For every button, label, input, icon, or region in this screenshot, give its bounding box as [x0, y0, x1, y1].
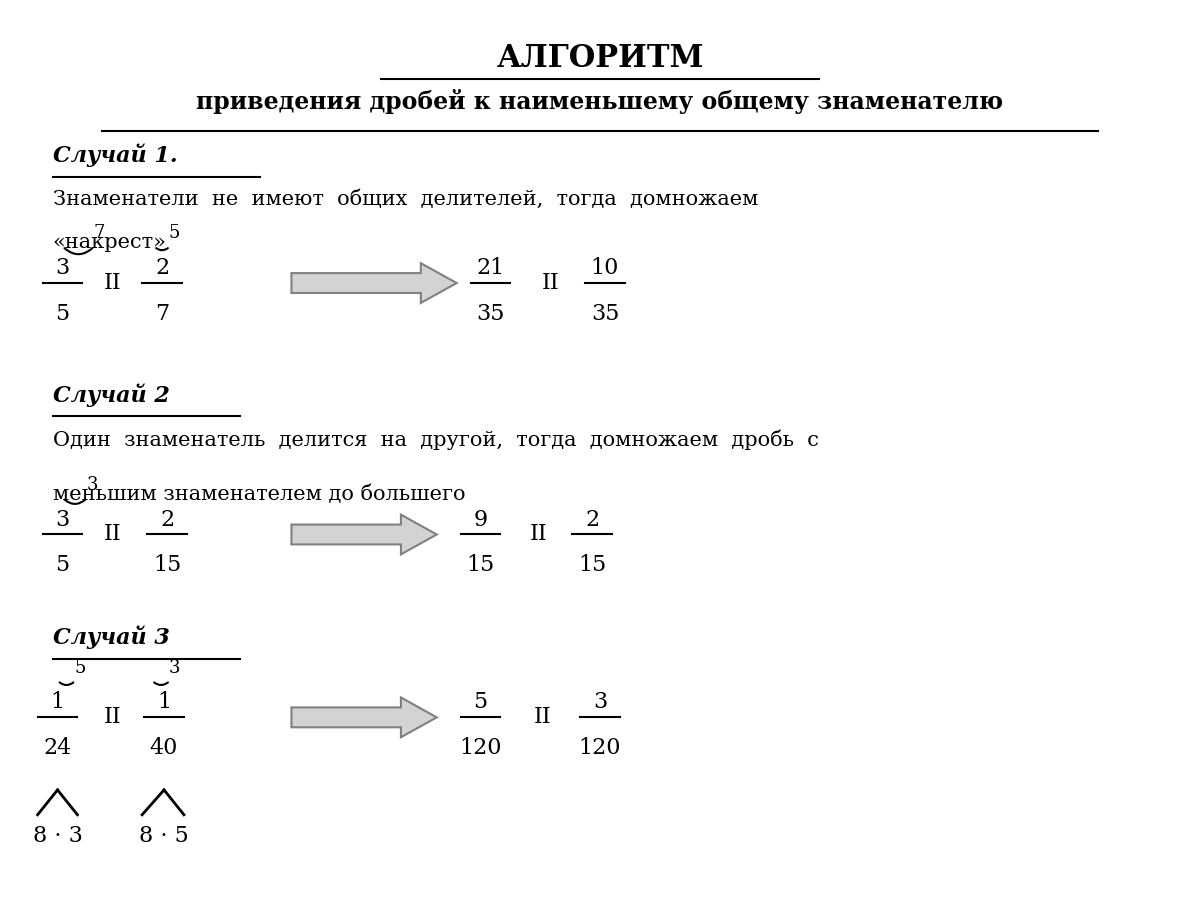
- Text: 3: 3: [55, 257, 70, 279]
- Text: приведения дробей к наименьшему общему знаменателю: приведения дробей к наименьшему общему з…: [197, 90, 1003, 114]
- Text: 3: 3: [55, 509, 70, 530]
- Text: 1: 1: [50, 691, 65, 713]
- Text: АЛГОРИТМ: АЛГОРИТМ: [497, 43, 703, 73]
- Text: 5: 5: [55, 303, 70, 325]
- Text: 2: 2: [160, 509, 174, 530]
- Text: 7: 7: [155, 303, 169, 325]
- Text: меньшим знаменателем до большего: меньшим знаменателем до большего: [53, 485, 466, 504]
- FancyArrow shape: [292, 263, 457, 303]
- Text: 2: 2: [155, 257, 169, 279]
- Text: 9: 9: [474, 509, 487, 530]
- Text: 2: 2: [584, 509, 599, 530]
- Text: 15: 15: [578, 555, 606, 576]
- Text: Случай 2: Случай 2: [53, 384, 169, 407]
- Text: 15: 15: [467, 555, 494, 576]
- Text: 5: 5: [74, 659, 86, 677]
- Text: II: II: [103, 523, 121, 546]
- Text: 3: 3: [168, 659, 180, 677]
- Text: II: II: [103, 272, 121, 294]
- Text: 5: 5: [55, 555, 70, 576]
- Text: 3: 3: [86, 476, 98, 494]
- Text: 35: 35: [590, 303, 619, 325]
- Text: Знаменатели  не  имеют  общих  делителей,  тогда  домножаем: Знаменатели не имеют общих делителей, то…: [53, 190, 758, 209]
- Text: 1: 1: [157, 691, 172, 713]
- Text: II: II: [529, 523, 547, 546]
- Text: II: II: [533, 707, 551, 729]
- Text: 5: 5: [474, 691, 487, 713]
- Text: 21: 21: [476, 257, 505, 279]
- Text: 24: 24: [43, 738, 72, 759]
- Text: 120: 120: [578, 738, 622, 759]
- Text: Один  знаменатель  делится  на  другой,  тогда  домножаем  дробь  с: Один знаменатель делится на другой, тогд…: [53, 429, 818, 450]
- Text: 120: 120: [460, 738, 502, 759]
- Text: 10: 10: [590, 257, 619, 279]
- FancyArrow shape: [292, 515, 437, 555]
- Text: 8 · 5: 8 · 5: [139, 824, 188, 847]
- Text: «накрест»: «накрест»: [53, 233, 167, 252]
- Text: 3: 3: [593, 691, 607, 713]
- Text: Случай 3: Случай 3: [53, 626, 169, 650]
- Text: 15: 15: [152, 555, 181, 576]
- Text: II: II: [541, 272, 559, 294]
- FancyArrow shape: [292, 698, 437, 738]
- Text: 7: 7: [94, 224, 106, 243]
- Text: 35: 35: [476, 303, 505, 325]
- Text: II: II: [103, 707, 121, 729]
- Text: 8 · 3: 8 · 3: [32, 824, 83, 847]
- Text: 40: 40: [150, 738, 179, 759]
- Text: 5: 5: [168, 224, 180, 243]
- Text: Случай 1.: Случай 1.: [53, 144, 178, 167]
